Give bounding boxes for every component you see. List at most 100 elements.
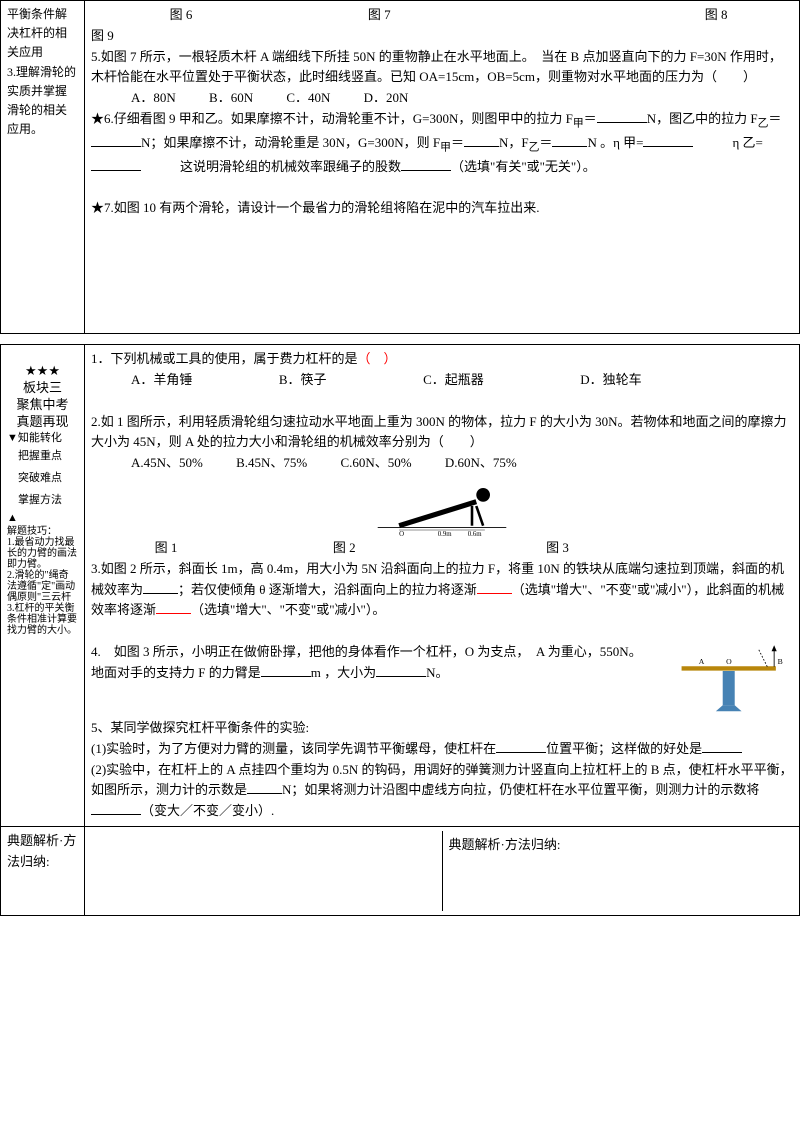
q3-p4: （选填"增大"、"不变"或"减小"）。	[191, 602, 385, 617]
q1-opt-a: A．羊角锤	[131, 372, 192, 387]
q2-opt-b: B.45N、75%	[236, 455, 307, 470]
q6-p4: N，F	[499, 135, 529, 150]
q5-options: A．80N B．60N C．40N D．20N	[91, 88, 793, 109]
blank	[643, 133, 693, 147]
q5-title: 5、某同学做探究杠杆平衡条件的实验:	[91, 718, 793, 739]
q5-opt-a: A．80N	[131, 90, 176, 105]
footer-mid	[91, 831, 442, 911]
q5-opt-d: D．20N	[364, 90, 409, 105]
q6-sub1: 甲	[573, 118, 584, 130]
q5-part1: (1)实验时，为了方便对力臂的测量，该同学先调节平衡螺母，使杠杆在 位置平衡；这样…	[91, 739, 793, 760]
q6-eq3: ＝	[451, 135, 464, 150]
figure-labels-row2: 图 1 图 2 图 3	[91, 538, 793, 559]
fig3-label: 图 3	[448, 538, 668, 559]
footer-right-wrap: 典题解析·方法归纳:	[85, 826, 800, 915]
q4-p2: 地面对手的支持力 F 的力臂是	[91, 665, 261, 680]
fig7-label: 图 7	[274, 5, 484, 26]
q1-opt-c: C．起瓶器	[423, 372, 484, 387]
blank	[702, 739, 742, 753]
q6-p3: N；如果摩擦不计，动滑轮重是 30N，G=300N，则 F	[141, 135, 440, 150]
svg-text:O: O	[399, 531, 404, 536]
sidebar-text: 平衡条件解决杠杆的相关应用 3.理解滑轮的实质并掌握滑轮的相关应用。	[7, 5, 78, 139]
fig2-label: 图 2	[244, 538, 444, 559]
footer-text-r: 典题解析·方法归纳:	[449, 837, 561, 852]
blank	[464, 133, 499, 147]
block1-content: 图 6 图 7 图 8 图 9 5.如图 7 所示，一根轻质木杆 A 端细线下所…	[85, 1, 800, 334]
fig6-label: 图 6	[91, 5, 271, 26]
q5-p2b: N；如果将测力计沿图中虚线方向拉，仍使杠杆在水平位置平衡，则测力计的示数将	[282, 782, 759, 797]
svg-text:B: B	[778, 657, 783, 666]
stars: ★★★	[7, 363, 78, 380]
q5-opt-b: B．60N	[209, 90, 253, 105]
q1-opt-d: D．独轮车	[580, 372, 641, 387]
q5-text: 5.如图 7 所示，一根轻质木杆 A 端细线下所挂 50N 的重物静止在水平地面…	[91, 47, 793, 89]
q6-sub2: 乙	[758, 118, 769, 130]
q6-sub4: 乙	[529, 141, 540, 153]
blank	[496, 739, 546, 753]
q5-p1a: (1)实验时，为了方便对力臂的测量，该同学先调节平衡螺母，使杠杆在	[91, 741, 496, 756]
q2-options: A.45N、50% B.45N、75% C.60N、50% D.60N、75%	[91, 453, 793, 474]
q1-options: A．羊角锤 B．筷子 C．起瓶器 D．独轮车	[91, 370, 793, 391]
fig8-label: 图 8	[488, 5, 728, 26]
q6-eq4: ＝	[539, 135, 552, 150]
blank	[401, 157, 451, 171]
footer-left: 典题解析·方法归纳:	[1, 826, 85, 915]
q2-opt-d: D.60N、75%	[445, 455, 517, 470]
q6-eq2: ＝	[768, 111, 781, 126]
q6-p6: η 乙=	[693, 135, 762, 150]
section-title: 板块三 聚焦中考 真题再现	[7, 380, 78, 431]
q5-part2: (2)实验中，在杠杆上的 A 点挂四个重均为 0.5N 的钩码，用调好的弹簧测力…	[91, 760, 793, 822]
block1-sidebar: 平衡条件解决杠杆的相关应用 3.理解滑轮的实质并掌握滑轮的相关应用。	[1, 1, 85, 334]
figure-labels-row: 图 6 图 7 图 8	[91, 5, 793, 26]
q2-opt-c: C.60N、50%	[341, 455, 412, 470]
tips-text: 解题技巧： 1.最省动力找最长的力臂的画法即力臂。 2.滑轮的"绳奇法遵循"定"…	[7, 526, 78, 636]
q3-p2: ；若仅使倾角 θ 逐渐增大，沿斜面向上的拉力将逐渐	[178, 582, 477, 597]
q1-text: 1．下列机械或工具的使用，属于费力杠杆的是	[91, 351, 358, 366]
q5-p2c: （变大／不变／变小）.	[141, 803, 274, 818]
blank-red	[477, 580, 512, 594]
q5-p1b: 位置平衡；这样做的好处是	[546, 741, 702, 756]
q4-p4: N。	[426, 665, 448, 680]
blank	[261, 663, 311, 677]
svg-text:0.9m: 0.9m	[438, 531, 453, 536]
blank	[597, 109, 647, 123]
q6-eq1: ＝	[584, 111, 597, 126]
q1-paren: （ ）	[358, 351, 397, 366]
q6-p5: N 。η 甲=	[587, 135, 643, 150]
fig9-label: 图 9	[91, 26, 793, 47]
q6-p1: ★6.仔细看图 9 甲和乙。如果摩擦不计，动滑轮重不计，G=300N，则图甲中的…	[91, 111, 573, 126]
block1-table: 平衡条件解决杠杆的相关应用 3.理解滑轮的实质并掌握滑轮的相关应用。 图 6 图…	[0, 0, 800, 334]
blank-red	[156, 600, 191, 614]
svg-text:A: A	[699, 657, 705, 666]
block2-sidebar: ★★★ 板块三 聚焦中考 真题再现 ▼知能转化 把握重点 突破难点 掌握方法 ▲…	[1, 345, 85, 827]
q6-text: ★6.仔细看图 9 甲和乙。如果摩擦不计，动滑轮重不计，G=300N，则图甲中的…	[91, 109, 793, 178]
footer-r: 典题解析·方法归纳:	[442, 831, 793, 911]
q6-sub3: 甲	[440, 141, 451, 153]
arrow-top: ▼知能转化	[7, 431, 78, 445]
side-items: 把握重点 突破难点 掌握方法	[7, 445, 78, 511]
q1-opt-b: B．筷子	[279, 372, 327, 387]
q1-line: 1．下列机械或工具的使用，属于费力杠杆的是（ ）	[91, 349, 793, 370]
blank	[91, 157, 141, 171]
pushup-figure-icon: O 0.9m 0.6m	[372, 476, 512, 536]
blank	[552, 133, 587, 147]
q3-text: 3.如图 2 所示，斜面长 1m，高 0.4m，用大小为 5N 沿斜面向上的拉力…	[91, 559, 793, 621]
q2-text: 2.如 1 图所示，利用轻质滑轮组匀速拉动水平地面上重为 300N 的物体，拉力…	[91, 412, 793, 454]
q6-p8: （选填"有关"或"无关"）。	[451, 159, 596, 174]
blank	[143, 580, 178, 594]
q5-opt-c: C．40N	[286, 90, 330, 105]
fig1-label: 图 1	[91, 538, 241, 559]
q6-p2: N，图乙中的拉力 F	[647, 111, 758, 126]
svg-text:0.6m: 0.6m	[468, 531, 483, 536]
lever-figure-icon: O A B	[673, 642, 793, 712]
q7-workspace	[91, 219, 793, 329]
block2-content: 1．下列机械或工具的使用，属于费力杠杆的是（ ） A．羊角锤 B．筷子 C．起瓶…	[85, 345, 800, 827]
blank	[91, 801, 141, 815]
arrow-bottom: ▲	[7, 512, 18, 524]
q2-opt-a: A.45N、50%	[131, 455, 203, 470]
blank	[247, 780, 282, 794]
q6-p7: 这说明滑轮组的机械效率跟绳子的股数	[141, 159, 401, 174]
svg-text:O: O	[726, 657, 732, 666]
q7-text: ★7.如图 10 有两个滑轮，请设计一个最省力的滑轮组将陷在泥中的汽车拉出来.	[91, 198, 793, 219]
blank	[376, 663, 426, 677]
